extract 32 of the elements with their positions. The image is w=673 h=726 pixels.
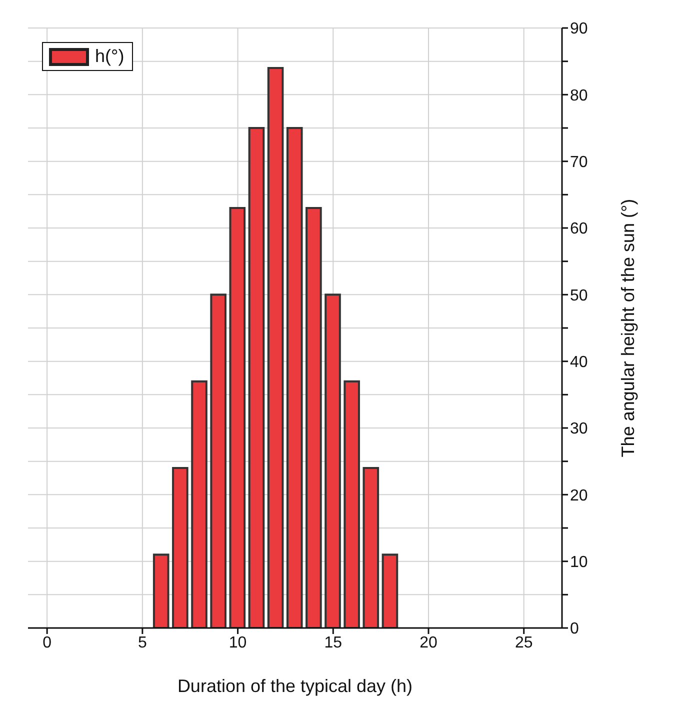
x-tick-label: 25 — [514, 634, 533, 652]
bar — [191, 380, 208, 628]
x-tick-label: 5 — [138, 634, 147, 652]
y-tick-label: 90 — [570, 20, 588, 38]
x-tick-label: 15 — [324, 634, 342, 652]
y-tick-label: 0 — [570, 620, 579, 638]
bar — [172, 467, 188, 628]
bar — [248, 127, 265, 628]
y-tick-label: 40 — [570, 354, 588, 372]
bar — [344, 380, 360, 628]
legend-label: h(°) — [95, 46, 124, 67]
bar — [229, 207, 246, 628]
x-tick-label: 0 — [42, 634, 52, 652]
bar — [306, 207, 322, 628]
bar — [152, 554, 170, 628]
y-tick-label: 50 — [570, 287, 588, 304]
x-tick-label: 20 — [420, 634, 438, 652]
y-axis-title: The angular height of the sun (°) — [618, 198, 638, 458]
bar — [382, 554, 398, 628]
bar — [210, 294, 226, 628]
bar — [362, 467, 380, 628]
y-tick-label: 30 — [570, 420, 588, 438]
y-tick-label: 20 — [570, 487, 588, 504]
bar — [267, 67, 284, 628]
y-tick-label: 70 — [570, 154, 588, 172]
x-tick-label: 10 — [228, 634, 247, 652]
bar — [324, 294, 341, 628]
x-axis-title: Duration of the typical day (h) — [177, 676, 413, 696]
y-tick-label: 80 — [570, 87, 588, 104]
y-tick-label: 10 — [570, 554, 588, 572]
y-tick-label: 60 — [570, 220, 588, 238]
bar — [286, 127, 303, 628]
